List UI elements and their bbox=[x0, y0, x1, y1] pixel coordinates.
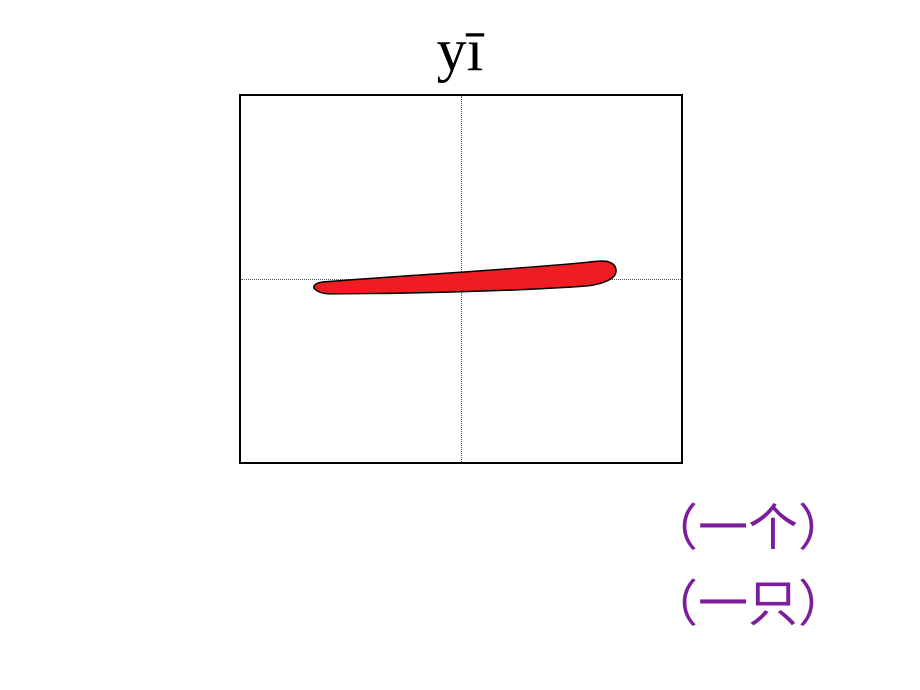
pinyin-label: yī bbox=[437, 16, 484, 85]
yi-stroke-path bbox=[314, 261, 616, 294]
example-word-2: （一只） bbox=[648, 564, 848, 636]
character-practice-box bbox=[239, 94, 683, 464]
character-stroke-svg bbox=[241, 96, 681, 462]
example-word-1: （一个） bbox=[648, 488, 848, 560]
